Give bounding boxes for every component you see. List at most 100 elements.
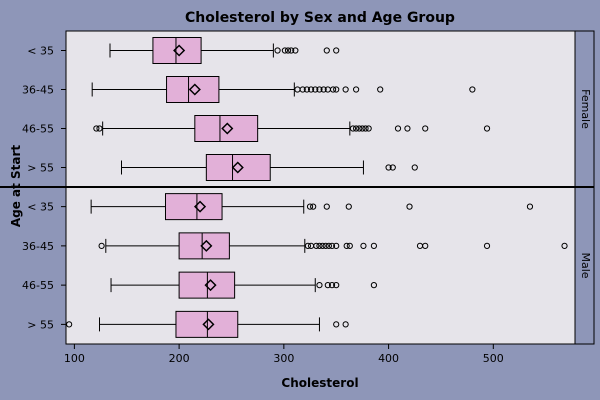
y-tick-label: > 55 (27, 162, 54, 175)
chart-title: Cholesterol by Sex and Age Group (185, 10, 455, 26)
outlier-point (342, 321, 349, 328)
box (164, 193, 223, 221)
outlier-point (281, 47, 288, 54)
panel-background (66, 187, 575, 344)
box-group: 46-55 (22, 115, 491, 142)
box-group: < 35 (27, 37, 340, 64)
outlier-point (333, 86, 340, 93)
y-tick-label: 46-55 (22, 279, 54, 292)
panel-label-male: Male (579, 252, 592, 278)
outlier-point (394, 125, 402, 132)
outlier-point (324, 282, 331, 289)
mean-marker (202, 318, 215, 331)
box-group: > 55 (27, 310, 349, 338)
x-tick-label: 100 (64, 352, 85, 365)
x-tick-label: 200 (169, 352, 190, 365)
outlier-point (307, 86, 315, 93)
plot-frame (65, 30, 595, 345)
outlier-point (422, 242, 429, 249)
outlier-point (312, 86, 319, 93)
box (178, 232, 230, 260)
outlier-point (406, 203, 413, 210)
mean-marker (221, 122, 234, 135)
outlier-point (483, 125, 491, 132)
outlier-point (345, 203, 352, 210)
outlier-point (370, 282, 378, 289)
outlier-point (323, 203, 330, 210)
y-tick-label: 36-45 (22, 84, 54, 97)
outlier-point (349, 125, 357, 132)
outlier-point (299, 86, 306, 93)
outlier-point (329, 86, 337, 93)
outlier-point (320, 86, 327, 93)
mean-marker (200, 239, 213, 252)
outlier-point (385, 164, 392, 171)
outlier-point (362, 125, 369, 132)
y-axis-label: Age at Start (9, 145, 23, 228)
x-axis: 100 200 300 400 500 (64, 344, 504, 365)
outlier-point (346, 242, 353, 249)
box (194, 115, 259, 142)
x-axis-label: Cholesterol (281, 376, 358, 390)
outlier-point (360, 242, 367, 249)
outlier-point (353, 86, 360, 93)
outlier-point (322, 242, 329, 249)
mean-marker (204, 279, 217, 292)
outlier-point (370, 242, 378, 249)
outlier-point (284, 47, 292, 54)
outlier-point (303, 86, 310, 93)
outlier-point (411, 164, 418, 171)
outlier-point (316, 242, 323, 249)
outlier-point (389, 164, 396, 171)
outlier-point (292, 47, 299, 54)
box-group: < 35 (27, 193, 534, 221)
outlier-point (483, 242, 491, 249)
outlier-point (333, 321, 340, 328)
outlier-point (306, 203, 314, 210)
outlier-point (333, 47, 340, 54)
box (205, 154, 271, 181)
panel-label-female: Female (579, 89, 592, 129)
outlier-point (96, 125, 103, 132)
outlier-point (274, 47, 281, 54)
outlier-point (469, 86, 476, 93)
box-group: 36-45 (22, 232, 568, 260)
x-tick-label: 400 (378, 352, 399, 365)
outlier-point (356, 125, 363, 132)
outlier-point (342, 86, 349, 93)
outlier-point (93, 125, 100, 132)
box (178, 271, 236, 299)
panel-background (66, 31, 575, 187)
outlier-point (288, 47, 295, 54)
outlier-point (333, 242, 340, 249)
outlier-point (316, 282, 323, 289)
mean-marker (193, 200, 207, 213)
outlier-point (404, 125, 411, 132)
outlier-point (328, 242, 336, 249)
outlier-point (98, 242, 105, 249)
outlier-point (365, 125, 372, 132)
y-tick-label: > 55 (27, 318, 54, 331)
outlier-point (561, 242, 568, 249)
x-tick-label: 300 (273, 352, 294, 365)
y-tick-label: < 35 (27, 45, 54, 58)
outlier-point (319, 242, 326, 249)
box-group: 36-45 (22, 76, 476, 103)
outlier-point (377, 86, 384, 93)
x-tick-label: 500 (483, 352, 504, 365)
outlier-point (343, 242, 350, 249)
outlier-point (323, 47, 330, 54)
y-tick-label: 46-55 (22, 123, 54, 136)
box (152, 37, 202, 64)
outlier-point (422, 125, 429, 132)
panel-female: Female < 35 36-45 46-55 > 55 (22, 30, 595, 188)
outlier-point (333, 282, 340, 289)
plot-area: Female < 35 36-45 46-55 > 55 Male < 35 36-45 46-… (0, 30, 595, 365)
outlier-point (353, 125, 360, 132)
outlier-point (316, 86, 323, 93)
mean-marker (231, 161, 244, 174)
outlier-point (328, 282, 336, 289)
outlier-point (325, 242, 332, 249)
outlier-point (526, 203, 534, 210)
